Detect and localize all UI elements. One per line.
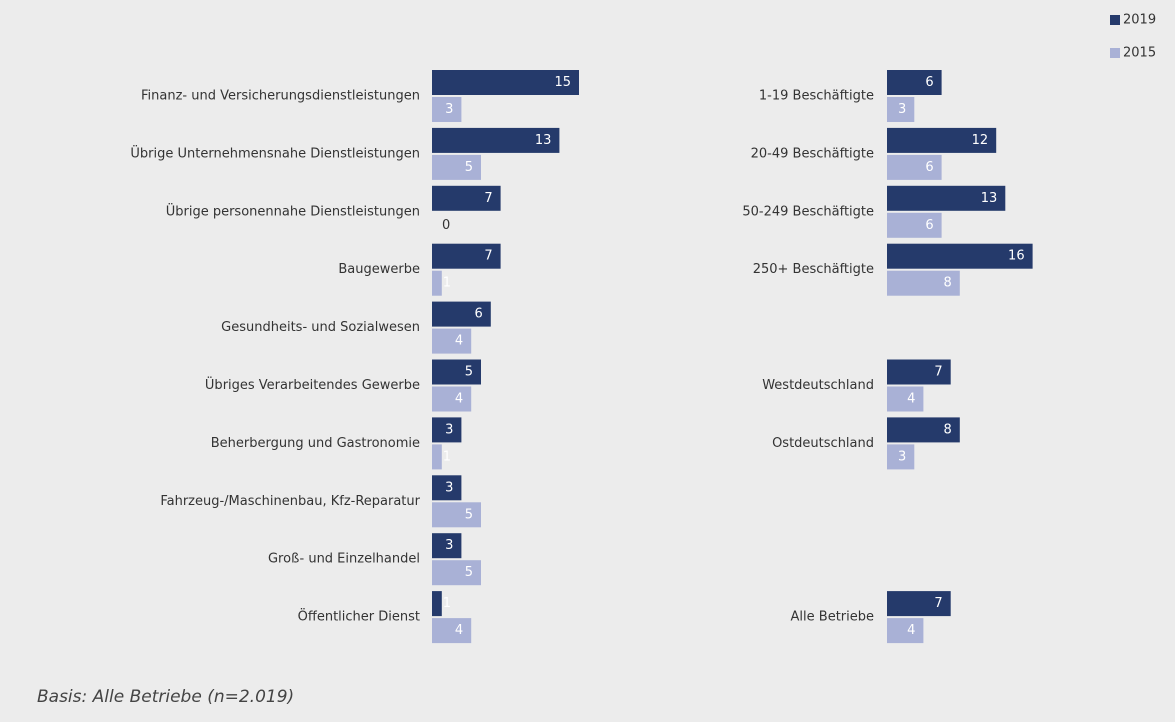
category-label: Finanz- und Versicherungsdienstleistunge… [141, 89, 420, 104]
value-label: 8 [944, 276, 952, 291]
bar [887, 618, 924, 644]
category-label: Groß- und Einzelhandel [268, 552, 420, 567]
value-label: 15 [554, 75, 571, 90]
bar [432, 417, 462, 443]
bar [432, 97, 462, 122]
category-label: Öffentlicher Dienst [298, 608, 420, 625]
value-label: 1 [443, 276, 451, 291]
value-label: 6 [475, 307, 483, 322]
footnote: Basis: Alle Betriebe (n=2.019) [37, 687, 294, 707]
bar [887, 185, 1006, 211]
value-label: 4 [455, 392, 463, 407]
legend-swatch [1110, 48, 1120, 58]
legend-swatch [1110, 15, 1120, 25]
bar [432, 618, 472, 644]
category-label: Übrige Unternehmensnahe Dienstleistungen [130, 144, 420, 161]
value-label: 12 [972, 133, 989, 148]
category-label: Westdeutschland [762, 378, 874, 393]
value-label: 5 [465, 365, 473, 380]
legend-label: 2015 [1123, 46, 1156, 61]
bar [887, 359, 951, 385]
value-label: 8 [944, 422, 952, 437]
value-label: 3 [445, 422, 453, 437]
value-label: 5 [465, 507, 473, 522]
bar [432, 475, 462, 501]
category-label: 1-19 Beschäftigte [759, 89, 874, 104]
value-label: 5 [465, 160, 473, 175]
value-label: 5 [465, 565, 473, 580]
value-label: 3 [445, 538, 453, 553]
category-label: Ostdeutschland [772, 436, 874, 451]
bar [432, 243, 501, 269]
bar [432, 444, 442, 470]
bar [432, 154, 481, 180]
bar [432, 502, 481, 528]
value-label: 3 [445, 480, 453, 495]
bar [887, 154, 942, 180]
bar [432, 533, 462, 559]
value-label: 7 [484, 191, 492, 206]
value-label: 1 [443, 596, 451, 611]
category-label: Gesundheits- und Sozialwesen [221, 320, 420, 335]
value-label: 0 [442, 218, 450, 233]
bar [887, 386, 924, 412]
bar [887, 97, 915, 122]
value-label: 3 [898, 449, 906, 464]
value-label: 1 [443, 449, 451, 464]
bar [887, 591, 951, 617]
bar [887, 127, 997, 153]
value-label: 6 [925, 218, 933, 233]
value-label: 7 [934, 596, 942, 611]
bar [887, 70, 942, 95]
bar [432, 301, 491, 327]
value-label: 3 [445, 102, 453, 117]
category-label: Fahrzeug-/Maschinenbau, Kfz-Reparatur [160, 494, 420, 509]
bar [432, 270, 442, 296]
value-label: 16 [1008, 249, 1025, 264]
value-label: 6 [925, 160, 933, 175]
legend-label: 2019 [1123, 13, 1156, 28]
value-label: 6 [925, 75, 933, 90]
category-label: Beherbergung und Gastronomie [211, 436, 420, 451]
bar [887, 270, 960, 296]
value-label: 7 [934, 365, 942, 380]
category-label: Baugewerbe [338, 262, 420, 277]
bar [432, 328, 472, 354]
bar [432, 359, 481, 385]
bar [887, 444, 915, 470]
value-label: 4 [907, 392, 915, 407]
bar [432, 127, 560, 153]
bar [887, 417, 960, 443]
bar [432, 70, 579, 95]
category-label: Übriges Verarbeitendes Gewerbe [205, 376, 420, 393]
category-label: Übrige personennahe Dienstleistungen [166, 202, 420, 219]
value-label: 7 [484, 249, 492, 264]
bar [432, 560, 481, 586]
category-label: Alle Betriebe [791, 610, 874, 625]
bar [887, 243, 1033, 269]
bar [432, 386, 472, 412]
value-label: 13 [535, 133, 552, 148]
bar [887, 212, 942, 238]
category-label: 20-49 Beschäftigte [751, 146, 874, 161]
bar [432, 591, 442, 617]
value-label: 4 [907, 623, 915, 638]
category-label: 250+ Beschäftigte [753, 262, 874, 277]
bar [432, 185, 501, 211]
category-label: 50-249 Beschäftigte [742, 204, 874, 219]
value-label: 4 [455, 334, 463, 349]
value-label: 13 [981, 191, 998, 206]
value-label: 4 [455, 623, 463, 638]
value-label: 3 [898, 102, 906, 117]
